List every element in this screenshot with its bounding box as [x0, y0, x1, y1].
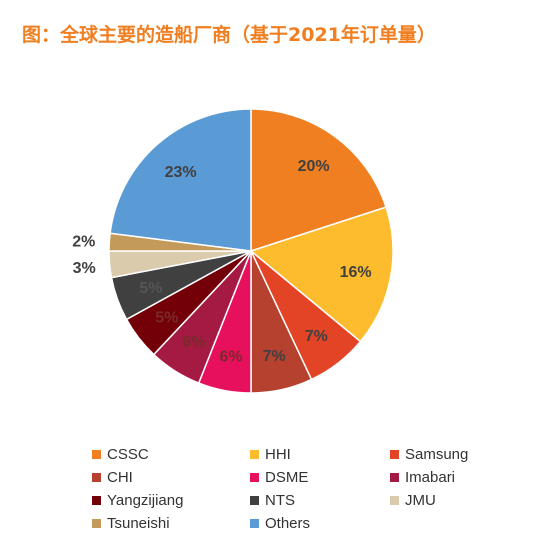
pie-slice-cssc	[250, 108, 387, 253]
legend-item-samsung: Samsung	[390, 443, 468, 465]
legend-swatch	[390, 472, 399, 482]
legend-swatch	[250, 518, 259, 528]
slice-label-chi: 7%	[263, 348, 286, 365]
slice-label-tsuneishi: 2%	[72, 234, 95, 251]
legend-label: HHI	[265, 445, 291, 463]
legend-label: Others	[265, 514, 311, 532]
legend-swatch	[92, 449, 101, 459]
legend-item-imabari: Imabari	[390, 466, 455, 488]
legend-swatch	[250, 495, 259, 505]
slice-label-hhi: 16%	[340, 264, 372, 281]
legend-swatch	[390, 495, 399, 505]
legend-swatch	[92, 472, 101, 482]
chart-title: 图：全球主要的造船厂商（基于2021年订单量）	[22, 24, 436, 46]
legend-item-others: Others	[250, 512, 310, 534]
legend-item-tsuneishi: Tsuneishi	[92, 512, 170, 534]
slice-label-imabari: 6%	[182, 334, 205, 351]
legend-item-dsme: DSME	[250, 466, 308, 488]
legend-item-jmu: JMU	[390, 489, 436, 511]
pie-chart: 20%16%7%7%6%6%5%5%3%2%23%	[72, 108, 394, 394]
legend-label: Tsuneishi	[107, 514, 170, 532]
slice-label-samsung: 7%	[305, 328, 328, 345]
legend-label: Imabari	[405, 468, 456, 486]
legend-item-yangzijiang: Yangzijiang	[92, 489, 183, 511]
legend-swatch	[92, 495, 101, 505]
legend-label: Yangzijiang	[107, 491, 184, 509]
legend-item-hhi: HHI	[250, 443, 291, 465]
legend-swatch	[250, 449, 259, 459]
legend-label: CSSC	[107, 445, 149, 463]
slice-label-dsme: 6%	[219, 349, 242, 366]
legend-item-cssc: CSSC	[92, 443, 149, 465]
legend-item-nts: NTS	[250, 489, 295, 511]
legend-label: DSME	[265, 468, 309, 486]
slice-label-others: 23%	[165, 164, 197, 181]
pie-slice-others	[109, 108, 252, 252]
legend-label: JMU	[405, 491, 436, 509]
legend-label: Samsung	[405, 445, 469, 463]
legend-swatch	[390, 449, 399, 459]
slice-label-nts: 5%	[139, 280, 162, 297]
legend-swatch	[250, 472, 259, 482]
legend-item-chi: CHI	[92, 466, 133, 488]
slice-label-jmu: 3%	[73, 260, 96, 277]
pie-slice-hhi	[249, 206, 394, 343]
slice-label-cssc: 20%	[298, 158, 330, 175]
slice-label-yangzijiang: 5%	[155, 309, 178, 326]
legend-label: CHI	[107, 468, 133, 486]
legend-label: NTS	[265, 491, 295, 509]
legend-swatch	[92, 518, 101, 528]
